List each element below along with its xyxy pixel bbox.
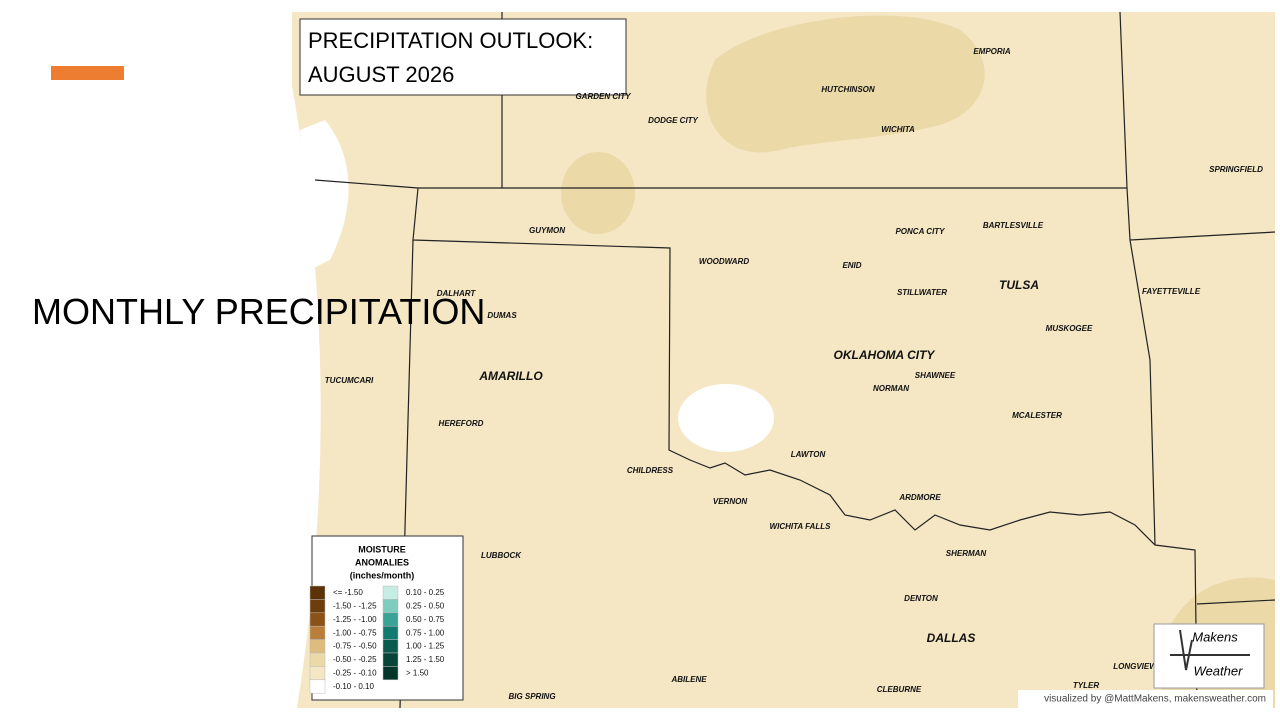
logo-text: Makens [1192, 629, 1238, 644]
city-label: WICHITA FALLS [770, 522, 832, 531]
city-label: EMPORIA [973, 47, 1011, 56]
city-label: SHERMAN [946, 549, 987, 558]
city-label: HEREFORD [439, 419, 484, 428]
legend-label: 0.50 - 0.75 [406, 615, 445, 624]
legend-label: -1.00 - -0.75 [333, 628, 377, 637]
city-label: DODGE CITY [648, 116, 698, 125]
legend-swatch [309, 639, 326, 654]
city-label: TUCUMCARI [325, 376, 374, 385]
city-label: MUSKOGEE [1046, 324, 1093, 333]
city-label: BARTLESVILLE [983, 221, 1044, 230]
city-label: CLEBURNE [877, 685, 922, 694]
city-label: GARDEN CITY [575, 92, 631, 101]
city-label: VERNON [713, 497, 747, 506]
city-label: NORMAN [873, 384, 909, 393]
city-label: CHILDRESS [627, 466, 674, 475]
legend-label: -0.50 - -0.25 [333, 655, 377, 664]
credit: visualized by @MattMakens, makensweather… [1044, 694, 1266, 705]
city-label: DALLAS [927, 631, 976, 645]
legend-label: -0.25 - -0.10 [333, 669, 377, 678]
legend-swatch [309, 599, 326, 614]
city-label: WICHITA [881, 125, 915, 134]
city-label: LONGVIEW [1113, 662, 1158, 671]
city-label: GUYMON [529, 226, 565, 235]
legend-swatch [382, 666, 399, 681]
legend-label: 1.25 - 1.50 [406, 655, 445, 664]
city-label: ABILENE [670, 675, 707, 684]
legend-title: (inches/month) [350, 570, 415, 580]
legend-swatch [309, 612, 326, 627]
legend-swatch [382, 625, 399, 640]
city-label: LUBBOCK [481, 551, 522, 560]
city-label: AMARILLO [478, 369, 543, 383]
map-title: AUGUST 2026 [308, 62, 454, 87]
legend-label: > 1.50 [406, 669, 429, 678]
city-label: BIG SPRING [508, 692, 555, 701]
city-label: DALHART [437, 289, 477, 298]
city-label: ENID [842, 261, 861, 270]
legend-swatch [309, 666, 326, 681]
city-label: TULSA [999, 278, 1039, 292]
slide-title-text: MONTHLY PRECIPITATION [32, 291, 485, 332]
legend-swatch [382, 599, 399, 614]
legend-label: 0.10 - 0.25 [406, 588, 445, 597]
legend-swatch [382, 612, 399, 627]
legend-entries: <= -1.50 -1.50 - -1.25 -1.25 - -1.00 -1.00 … [309, 585, 445, 694]
legend-label: 1.00 - 1.25 [406, 642, 445, 651]
credit-bg [1018, 690, 1273, 708]
city-label: DUMAS [487, 311, 517, 320]
logo-text: Weather [1194, 663, 1244, 678]
legend-swatch [309, 625, 326, 640]
legend-swatch [382, 585, 399, 600]
legend-title: ANOMALIES [355, 557, 409, 567]
legend-label: 0.25 - 0.50 [406, 602, 445, 611]
map-title-box [299, 18, 627, 96]
accent-bar [51, 66, 124, 80]
city-label: ARDMORE [898, 493, 941, 502]
city-labels: GARDEN CITY DODGE CITY HUTCHINSON EMPORIA WI… [325, 47, 1263, 701]
city-label: MCALESTER [1012, 411, 1062, 420]
legend-swatch [309, 679, 326, 694]
city-label: WOODWARD [699, 257, 749, 266]
legend-label: -1.50 - -1.25 [333, 602, 377, 611]
anomaly-area [706, 15, 985, 153]
outside-area [300, 120, 349, 270]
legend-title: MOISTURE [358, 544, 406, 554]
city-label: TYLER [1073, 681, 1099, 690]
city-label: HUTCHINSON [821, 85, 875, 94]
city-label: STILLWATER [897, 288, 947, 297]
legend-swatch [309, 585, 326, 600]
legend-label: -1.25 - -1.00 [333, 615, 377, 624]
legend-label: 0.75 - 1.00 [406, 628, 445, 637]
city-label: OKLAHOMA CITY [834, 348, 936, 362]
city-label: SPRINGFIELD [1209, 165, 1263, 174]
legend-label: -0.10 - 0.10 [333, 682, 374, 691]
slide-panel [0, 0, 321, 720]
city-label: FAYETTEVILLE [1142, 287, 1201, 296]
legend-label: <= -1.50 [333, 588, 363, 597]
neutral-area [678, 384, 774, 452]
city-label: LAWTON [791, 450, 826, 459]
legend-swatch [309, 652, 326, 667]
legend-label: -0.75 - -0.50 [333, 642, 377, 651]
city-label: SHAWNEE [915, 371, 956, 380]
map-title: PRECIPITATION OUTLOOK: [308, 28, 593, 53]
legend-swatch [382, 639, 399, 654]
city-label: DENTON [904, 594, 938, 603]
logo-mark [1170, 629, 1250, 671]
slide-title: MONTHLY PRECIPITATION [32, 291, 485, 332]
city-label: PONCA CITY [895, 227, 945, 236]
legend-swatch [382, 652, 399, 667]
anomaly-area [561, 152, 635, 234]
